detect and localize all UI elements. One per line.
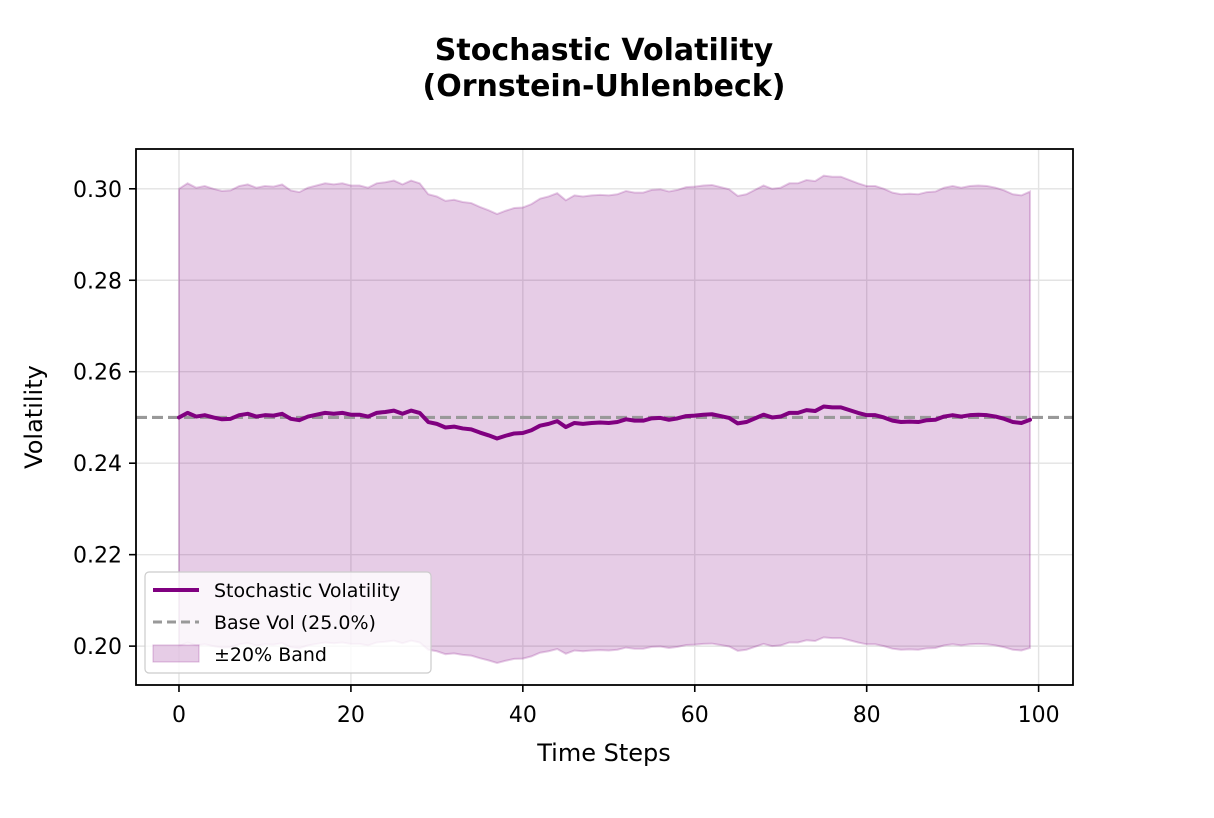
legend-box — [144, 571, 432, 674]
x-tick-label: 80 — [853, 703, 881, 728]
y-axis-ticks: 0.20 0.22 0.24 0.26 0.28 0.30 — [73, 178, 136, 660]
x-tick-label: 100 — [1018, 703, 1060, 728]
x-axis-ticks: 0 20 40 60 80 100 — [172, 685, 1060, 728]
legend-swatch-band — [152, 644, 200, 663]
y-tick-label: 0.24 — [73, 452, 122, 477]
plot-frame — [135, 148, 1074, 686]
band-polygon — [177, 174, 1032, 664]
chart-title-line-1: Stochastic Volatility — [435, 33, 774, 68]
y-tick-label: 0.20 — [73, 635, 122, 660]
y-tick-label: 0.30 — [73, 178, 122, 203]
series-layer — [176, 404, 1033, 441]
x-tick-label: 60 — [681, 703, 709, 728]
legend-label-stochastic: Stochastic Volatility — [214, 580, 400, 602]
chart-title-line-2: (Ornstein-Uhlenbeck) — [423, 69, 786, 104]
x-tick-label: 20 — [337, 703, 365, 728]
legend: Stochastic Volatility Base Vol (25.0%) ±… — [144, 571, 432, 674]
band-area — [177, 174, 1032, 664]
y-tick-label: 0.26 — [73, 361, 122, 386]
x-axis-label: Time Steps — [536, 739, 671, 767]
x-tick-label: 0 — [172, 703, 186, 728]
y-tick-label: 0.28 — [73, 269, 122, 294]
legend-label-base-vol: Base Vol (25.0%) — [214, 612, 376, 634]
x-tick-label: 40 — [509, 703, 537, 728]
series-line-stochastic-volatility — [176, 404, 1033, 441]
legend-label-band: ±20% Band — [214, 644, 327, 666]
y-axis-label: Volatility — [20, 365, 48, 469]
y-tick-label: 0.22 — [73, 544, 122, 569]
